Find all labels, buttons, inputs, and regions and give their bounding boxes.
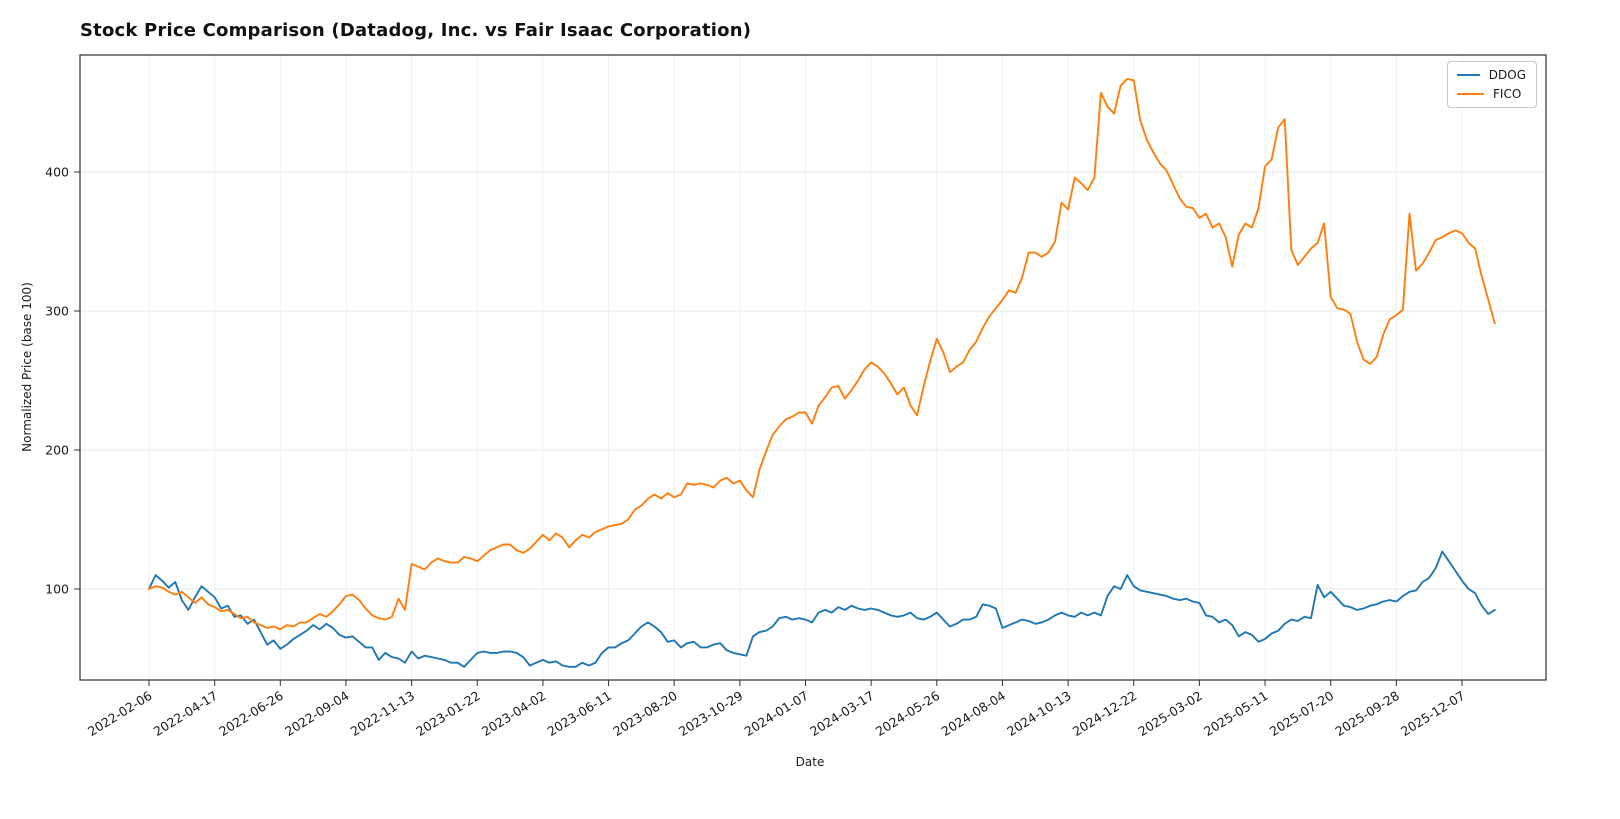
x-tick-label: 2022-02-06	[85, 688, 155, 739]
fico-line-swatch	[1457, 93, 1484, 95]
x-tick-label: 2023-10-29	[676, 688, 746, 739]
x-tick-label: 2025-05-11	[1201, 688, 1271, 739]
x-tick-label: 2024-12-22	[1070, 688, 1140, 739]
x-tick-label: 2024-03-17	[807, 688, 877, 739]
y-tick-label: 200	[45, 443, 69, 458]
x-tick-label: 2025-12-07	[1398, 688, 1468, 739]
x-tick-label: 2023-08-20	[610, 688, 680, 739]
x-axis-label: Date	[795, 755, 825, 769]
x-tick-label: 2022-09-04	[282, 688, 352, 739]
legend-box: DDOG FICO	[1447, 61, 1537, 108]
x-tick-label: 2024-08-04	[938, 688, 1008, 739]
x-tick-label: 2025-07-20	[1267, 688, 1337, 739]
x-tick-label: 2022-06-26	[216, 688, 286, 739]
x-tick-label: 2023-01-22	[413, 688, 483, 739]
y-tick-labels: 100 200 300 400	[45, 165, 80, 597]
ddog-line-swatch	[1457, 74, 1480, 76]
axes-frame	[79, 54, 1547, 681]
gridlines	[80, 55, 1546, 680]
legend-label-ddog: DDOG	[1488, 68, 1526, 82]
x-tick-label: 2024-01-07	[742, 688, 812, 739]
y-tick-label: 300	[45, 304, 69, 319]
x-tick-labels: 2022-02-062022-04-172022-06-262022-09-04…	[85, 680, 1468, 739]
x-tick-label: 2022-11-13	[348, 688, 418, 739]
x-tick-label: 2024-10-13	[1004, 688, 1074, 739]
ddog-line	[148, 550, 1496, 668]
x-tick-label: 2022-04-17	[151, 688, 221, 739]
x-tick-label: 2023-04-02	[479, 688, 549, 739]
legend-item-fico: FICO	[1457, 88, 1526, 100]
chart-title: Stock Price Comparison (Datadog, Inc. vs…	[80, 20, 752, 41]
x-tick-label: 2023-06-11	[545, 688, 615, 739]
y-axis-label: Normalized Price (base 100)	[20, 282, 34, 452]
fico-line	[148, 77, 1496, 631]
legend-item-ddog: DDOG	[1457, 69, 1526, 81]
y-tick-label: 400	[45, 165, 69, 180]
legend-label-fico: FICO	[1493, 87, 1522, 101]
x-tick-label: 2024-05-26	[873, 688, 943, 739]
x-tick-label: 2025-03-02	[1135, 688, 1205, 739]
y-tick-label: 100	[45, 582, 69, 597]
x-tick-label: 2025-09-28	[1332, 688, 1402, 739]
